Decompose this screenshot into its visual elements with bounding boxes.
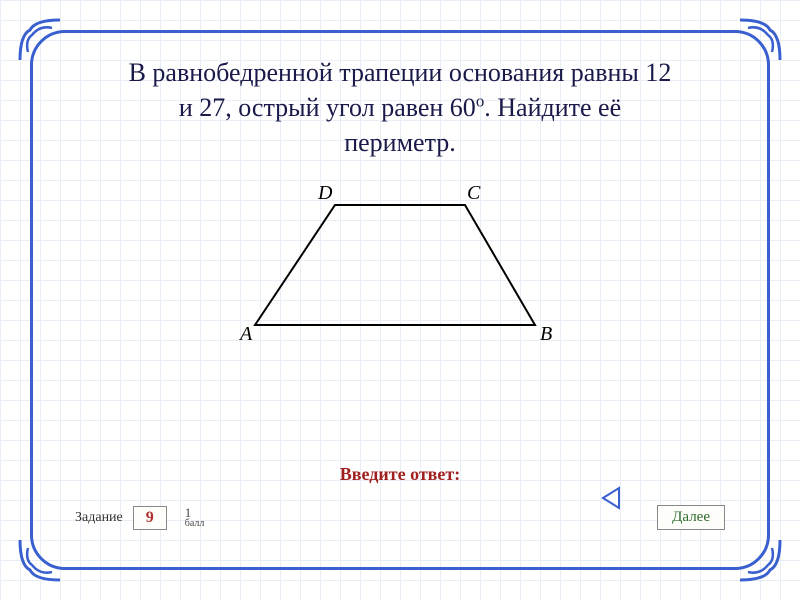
vertex-c: C — [467, 182, 481, 204]
task-label: Задание — [75, 510, 123, 526]
problem-line-3: периметр. — [344, 128, 456, 157]
answer-prompt: Введите ответ: — [45, 464, 755, 485]
previous-arrow-icon[interactable] — [601, 486, 627, 510]
problem-line-2a: и 27, острый угол равен 60 — [179, 93, 476, 122]
content-area: В равнобедренной трапеции основания равн… — [45, 45, 755, 555]
next-button[interactable]: Далее — [657, 505, 725, 530]
score-unit: балл — [185, 518, 205, 529]
score-label: 1 балл — [185, 506, 205, 529]
problem-line-2b: . Найдите её — [484, 93, 621, 122]
problem-line-1: В равнобедренной трапеции основания равн… — [129, 58, 672, 87]
next-button-label: Далее — [672, 509, 710, 526]
vertex-d: D — [317, 182, 333, 204]
problem-statement: В равнобедренной трапеции основания равн… — [99, 45, 702, 160]
vertex-b: B — [540, 323, 552, 345]
trapezoid-figure: A B C D — [235, 175, 565, 360]
degree-symbol: о — [476, 91, 484, 110]
task-number-badge: 9 — [133, 506, 167, 530]
footer-bar: Задание 9 1 балл Далее — [45, 500, 755, 535]
vertex-a: A — [238, 323, 253, 345]
